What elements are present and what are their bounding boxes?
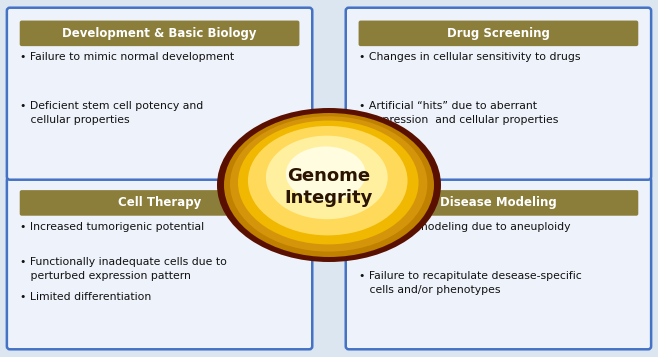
- Text: • Functionally inadequate cells due to
   perturbed expression pattern: • Functionally inadequate cells due to p…: [20, 257, 227, 281]
- Text: Cell Therapy: Cell Therapy: [118, 196, 201, 210]
- Text: • Increased tumorigenic potential: • Increased tumorigenic potential: [20, 222, 204, 232]
- Ellipse shape: [238, 121, 418, 245]
- Text: Genome
Integrity: Genome Integrity: [285, 167, 373, 207]
- Ellipse shape: [230, 116, 428, 252]
- FancyBboxPatch shape: [345, 177, 651, 349]
- FancyBboxPatch shape: [20, 190, 299, 216]
- FancyBboxPatch shape: [345, 8, 651, 180]
- FancyBboxPatch shape: [359, 21, 638, 46]
- Ellipse shape: [224, 113, 434, 257]
- Text: • Deficient stem cell potency and
   cellular properties: • Deficient stem cell potency and cellul…: [20, 101, 203, 125]
- Text: • Artificial “hits” due to aberrant
   expression  and cellular properties: • Artificial “hits” due to aberrant expr…: [359, 101, 558, 125]
- Text: Drug Screening: Drug Screening: [447, 27, 550, 40]
- Ellipse shape: [217, 108, 441, 262]
- Ellipse shape: [266, 136, 388, 219]
- Text: Development & Basic Biology: Development & Basic Biology: [63, 27, 257, 40]
- Ellipse shape: [248, 126, 407, 235]
- Text: • Changes in cellular sensitivity to drugs: • Changes in cellular sensitivity to dru…: [359, 52, 580, 62]
- Ellipse shape: [286, 146, 366, 201]
- Text: • Limited differentiation: • Limited differentiation: [20, 292, 151, 302]
- Text: • Failure to mimic normal development: • Failure to mimic normal development: [20, 52, 234, 62]
- Text: • Failure to recapitulate desease-specific
   cells and/or phenotypes: • Failure to recapitulate desease-specif…: [359, 271, 582, 295]
- FancyBboxPatch shape: [7, 177, 313, 349]
- Text: Disease Modeling: Disease Modeling: [440, 196, 557, 210]
- FancyBboxPatch shape: [20, 21, 299, 46]
- FancyBboxPatch shape: [7, 8, 313, 180]
- Text: • Artificial modeling due to aneuploidy: • Artificial modeling due to aneuploidy: [359, 222, 570, 232]
- FancyBboxPatch shape: [359, 190, 638, 216]
